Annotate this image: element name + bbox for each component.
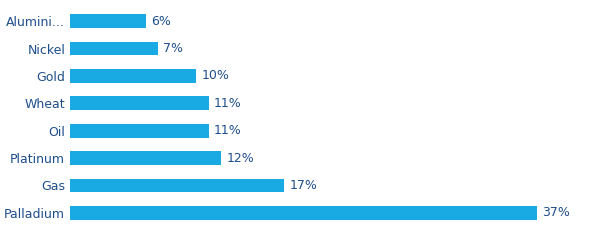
- Bar: [70, 42, 158, 55]
- Text: 11%: 11%: [214, 97, 242, 110]
- Bar: [70, 151, 222, 165]
- Bar: [70, 206, 537, 219]
- Bar: [70, 15, 146, 28]
- Text: 10%: 10%: [201, 69, 229, 82]
- Text: 12%: 12%: [226, 152, 254, 165]
- Text: 17%: 17%: [289, 179, 317, 192]
- Bar: [70, 179, 284, 192]
- Text: 37%: 37%: [542, 206, 570, 219]
- Text: 6%: 6%: [151, 15, 171, 28]
- Bar: [70, 69, 196, 83]
- Bar: [70, 124, 209, 138]
- Bar: [70, 96, 209, 110]
- Text: 11%: 11%: [214, 124, 242, 137]
- Text: 7%: 7%: [163, 42, 184, 55]
